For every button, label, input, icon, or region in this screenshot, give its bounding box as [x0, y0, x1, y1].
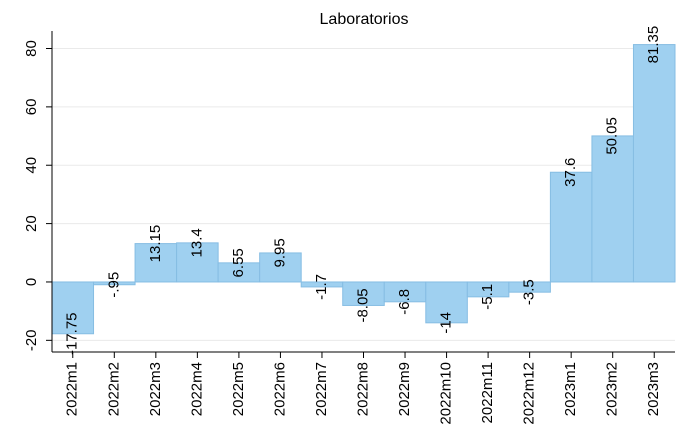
x-tick-label: 2022m12 [521, 362, 538, 425]
y-tick-label: -20 [23, 329, 40, 351]
value-label: -8.05 [354, 288, 371, 322]
bar [259, 252, 302, 283]
value-label: 13.15 [147, 225, 164, 263]
y-tick-label: 20 [23, 215, 40, 232]
value-label: -5.1 [479, 284, 496, 310]
x-tick-label: 2022m11 [479, 362, 496, 423]
x-tick-label: 2022m7 [313, 362, 330, 416]
bar [632, 44, 676, 283]
value-label: -14 [438, 312, 455, 334]
x-tick-label: 2022m3 [147, 362, 164, 416]
bar [93, 281, 136, 286]
y-tick-label: 40 [23, 157, 40, 174]
bar [508, 281, 551, 293]
x-tick-label: 2022m8 [354, 362, 371, 416]
x-tick-label: 2022m4 [188, 362, 205, 416]
value-label: -17.75 [64, 312, 81, 355]
x-tick-label: 2022m2 [105, 362, 122, 416]
x-tick-label: 2022m10 [438, 362, 455, 425]
y-tick-label: 60 [23, 99, 40, 116]
value-label: 13.4 [188, 228, 205, 257]
y-tick-label: 0 [23, 278, 40, 286]
value-label: 81.35 [645, 26, 662, 64]
value-label: 50.05 [604, 117, 621, 155]
chart-title: Laboratorios [320, 11, 409, 28]
value-label: -6.8 [396, 289, 413, 315]
x-tick-label: 2022m5 [230, 362, 247, 416]
value-label: -1.7 [313, 274, 330, 300]
x-tick-label: 2022m9 [396, 362, 413, 416]
value-label: 9.95 [271, 238, 288, 267]
bar [134, 243, 178, 283]
x-tick-label: 2023m3 [645, 362, 662, 416]
bar [549, 171, 593, 283]
bar [591, 135, 634, 283]
value-label: 6.55 [230, 248, 247, 277]
y-tick-label: 80 [23, 40, 40, 57]
bar [51, 281, 95, 335]
x-tick-label: 2022m1 [64, 362, 81, 416]
x-tick-label: 2023m2 [604, 362, 621, 416]
value-label: 37.6 [562, 158, 579, 187]
value-label: -3.5 [521, 279, 538, 305]
x-tick-label: 2023m1 [562, 362, 579, 416]
value-label: -.95 [105, 272, 122, 298]
x-tick-label: 2022m6 [271, 362, 288, 416]
bar [425, 281, 468, 324]
